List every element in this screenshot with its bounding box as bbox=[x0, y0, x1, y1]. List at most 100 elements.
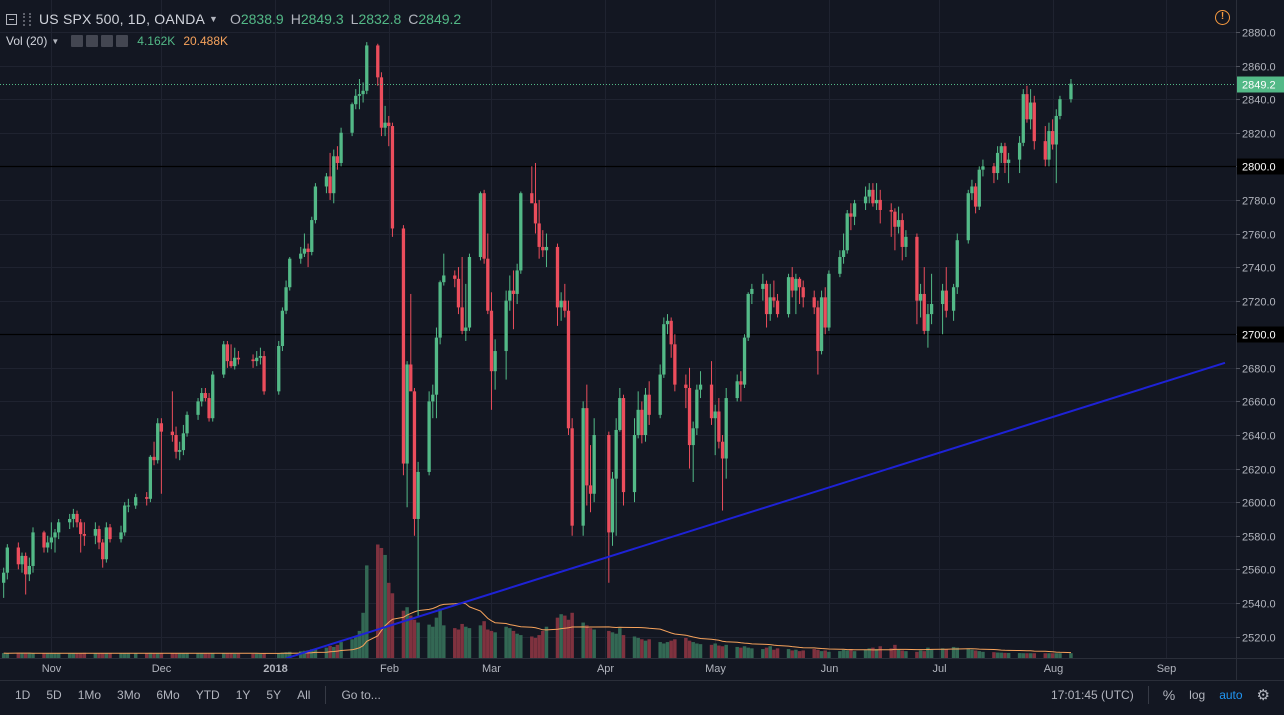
percent-toggle[interactable]: % bbox=[1162, 687, 1176, 703]
candle-body bbox=[607, 435, 611, 533]
settings-icon[interactable] bbox=[86, 35, 99, 47]
candle bbox=[537, 199, 541, 259]
drag-icon[interactable] bbox=[23, 12, 31, 26]
candle bbox=[940, 283, 945, 335]
candle bbox=[662, 317, 666, 378]
candle bbox=[93, 522, 98, 545]
candle bbox=[973, 183, 978, 214]
auto-toggle[interactable]: auto bbox=[1219, 688, 1243, 702]
candle bbox=[412, 387, 417, 536]
volume-bar bbox=[170, 653, 175, 658]
volume-bar bbox=[614, 633, 618, 658]
candle bbox=[280, 307, 285, 352]
candle bbox=[409, 293, 413, 392]
volume-bar bbox=[739, 647, 743, 658]
y-tick-label: 2520.0 bbox=[1242, 633, 1276, 645]
axes: 2520.0 2540.0 2560.0 2580.0 2600.0 2620.0 2640… bbox=[0, 0, 1284, 681]
candle bbox=[922, 267, 926, 335]
volume-bar bbox=[966, 648, 971, 658]
candle-body bbox=[643, 394, 648, 435]
timeframe-all[interactable]: All bbox=[297, 688, 311, 702]
volume-bar bbox=[310, 649, 314, 658]
clock[interactable]: 17:01:45 (UTC) bbox=[1051, 688, 1134, 702]
timeframe-ytd[interactable]: YTD bbox=[195, 688, 220, 702]
timeframe-1d[interactable]: 1D bbox=[15, 688, 31, 702]
candle-body bbox=[170, 431, 175, 435]
volume-bar bbox=[251, 653, 255, 658]
collapse-icon[interactable] bbox=[6, 13, 17, 25]
alert-icon[interactable]: ! bbox=[1215, 10, 1230, 25]
timeframe-1y[interactable]: 1Y bbox=[235, 688, 251, 702]
candle-body bbox=[640, 409, 644, 435]
timeframe-5y[interactable]: 5Y bbox=[266, 688, 282, 702]
candle-body bbox=[24, 555, 28, 575]
candle-body bbox=[361, 90, 365, 95]
chevron-down-icon[interactable]: ▼ bbox=[51, 36, 60, 46]
volume-bar bbox=[973, 650, 978, 658]
candle-body bbox=[610, 478, 615, 533]
volume-bar bbox=[431, 626, 435, 658]
candle-body bbox=[390, 126, 395, 229]
candle bbox=[101, 539, 105, 568]
symbol-title[interactable]: US SPX 500, 1D, OANDA bbox=[39, 11, 206, 27]
volume-bar bbox=[67, 653, 72, 658]
volume-bar bbox=[926, 647, 930, 658]
volume-bar bbox=[944, 649, 948, 658]
candle-body bbox=[786, 277, 791, 315]
volume-bar bbox=[148, 652, 153, 658]
volume-bar bbox=[922, 651, 926, 658]
volume-bar bbox=[563, 615, 567, 658]
candle-body bbox=[955, 240, 959, 288]
volume-bar bbox=[199, 653, 204, 658]
eye-icon[interactable] bbox=[71, 35, 84, 47]
candle-body bbox=[207, 398, 211, 419]
volume-bar bbox=[78, 653, 83, 658]
volume-bar bbox=[236, 653, 241, 658]
volume-bar bbox=[306, 650, 310, 658]
volume-bar bbox=[669, 640, 673, 658]
timeframe-1mo[interactable]: 1Mo bbox=[77, 688, 102, 702]
volume-bar bbox=[691, 642, 695, 658]
timeframe-3mo[interactable]: 3Mo bbox=[117, 688, 141, 702]
candle-body bbox=[57, 522, 61, 533]
timeframe-5d[interactable]: 5D bbox=[46, 688, 62, 702]
volume-bar bbox=[724, 644, 728, 658]
candle bbox=[610, 471, 615, 546]
volume-bar bbox=[144, 653, 149, 658]
candle bbox=[570, 418, 574, 536]
candle-body bbox=[401, 228, 406, 464]
y-tick-label: 2560.0 bbox=[1242, 565, 1276, 577]
volume-bar bbox=[177, 653, 182, 658]
volume-bar bbox=[122, 653, 127, 658]
log-toggle[interactable]: log bbox=[1189, 688, 1206, 702]
candle bbox=[977, 166, 981, 210]
goto-button[interactable]: Go to... bbox=[341, 688, 381, 702]
candle bbox=[383, 105, 387, 137]
candle bbox=[900, 213, 904, 261]
plus-icon[interactable] bbox=[101, 35, 114, 47]
candle bbox=[229, 344, 233, 368]
candle-body bbox=[794, 278, 798, 291]
candle bbox=[126, 498, 131, 513]
candle bbox=[918, 283, 923, 318]
y-tick-label: 2740.0 bbox=[1242, 263, 1276, 275]
settings-icon[interactable]: ⚙ bbox=[1256, 687, 1270, 704]
volume-bar bbox=[254, 653, 259, 658]
close-icon[interactable] bbox=[116, 35, 129, 47]
candle-body bbox=[636, 409, 640, 435]
candle-body bbox=[658, 374, 662, 415]
volume-title[interactable]: Vol (20) bbox=[6, 34, 48, 48]
volume-bar bbox=[977, 651, 982, 658]
volume-bar bbox=[607, 630, 611, 658]
candle bbox=[196, 398, 200, 420]
candle bbox=[1032, 95, 1036, 150]
volume-bar bbox=[383, 554, 387, 658]
volume-bar bbox=[940, 648, 945, 658]
candle-body bbox=[698, 384, 703, 390]
chevron-down-icon[interactable]: ▼ bbox=[209, 14, 218, 24]
volume-bar bbox=[768, 646, 772, 658]
timeframe-6mo[interactable]: 6Mo bbox=[156, 688, 180, 702]
candle-body bbox=[251, 359, 255, 362]
